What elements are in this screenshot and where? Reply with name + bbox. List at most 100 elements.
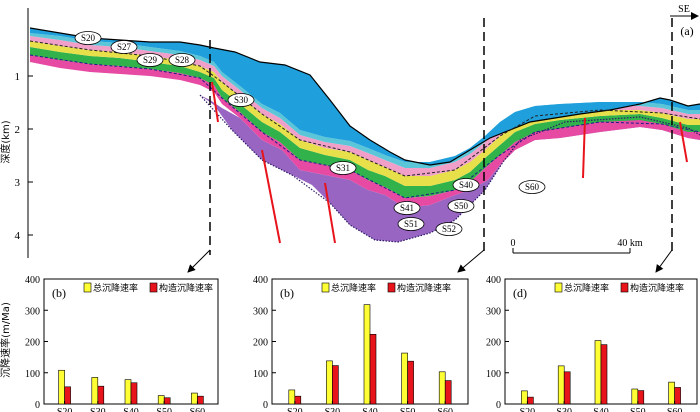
scale-bar-start: 0 xyxy=(511,238,516,249)
panel-label: (d) xyxy=(513,286,527,300)
x-tick-label: S50 xyxy=(630,407,646,412)
svg-text:S29: S29 xyxy=(143,55,158,65)
magenta-strata xyxy=(30,55,700,208)
legend-label-tectonic: 构造沉降速率 xyxy=(159,282,213,294)
legend-label-tectonic: 构造沉降速率 xyxy=(397,282,451,294)
x-tick-label: S50 xyxy=(156,407,172,412)
fault-5 xyxy=(679,121,688,163)
arrow-to-b xyxy=(187,249,211,273)
svg-text:S40: S40 xyxy=(459,180,474,190)
y-tick-label: 300 xyxy=(25,306,40,317)
x-tick-label: S40 xyxy=(593,407,609,412)
x-tick-label: S40 xyxy=(362,407,378,412)
depth-tick-4: 4 xyxy=(15,230,21,242)
bar-s50-total xyxy=(157,395,165,405)
depth-tick-1: 1 xyxy=(15,71,21,83)
bar-s60-total xyxy=(438,371,446,405)
svg-text:S50: S50 xyxy=(454,201,469,211)
y-tick-label: 400 xyxy=(253,275,268,286)
legend-swatch-total xyxy=(83,282,92,293)
surface-label-s60: S60 xyxy=(518,180,546,194)
fault-4 xyxy=(582,117,586,179)
y-tick-label: 0 xyxy=(496,400,501,411)
bar-s30-total xyxy=(91,377,99,405)
svg-text:S27: S27 xyxy=(117,42,132,52)
bar-s20-total xyxy=(521,390,528,405)
bar-s40-tectonic xyxy=(130,382,138,405)
bar-panel-1: 0 100 200 300 400 (b) 总沉降速率 构造沉降速率 S20 S30 S40 S50 S… xyxy=(25,275,219,412)
bar-s20-total xyxy=(58,369,65,405)
y-tick-label: 200 xyxy=(253,338,268,349)
x-tick-label: S30 xyxy=(90,407,106,412)
blue-strata xyxy=(30,28,700,165)
bar-s60-tectonic xyxy=(197,395,204,405)
surface-label-s30: S30 xyxy=(227,93,255,107)
y-tick-label: 200 xyxy=(486,338,501,349)
rate-axis-label: 沉降速率(m/Ma) xyxy=(0,302,12,378)
surface-label-s52: S52 xyxy=(435,222,463,236)
y-tick-label: 400 xyxy=(486,275,501,286)
legend-label-total: 总沉降速率 xyxy=(564,282,609,294)
depth-axis-label: 深度(km) xyxy=(0,120,12,163)
fault-3 xyxy=(324,182,336,244)
depth-tick-2: 2 xyxy=(15,124,21,136)
direction-label: SE xyxy=(678,4,690,15)
green-strata xyxy=(30,47,700,198)
legend-swatch-total xyxy=(321,282,330,293)
surface-label-s31: S31 xyxy=(329,161,357,175)
x-tick-label: S50 xyxy=(400,407,416,412)
bar-s50-total xyxy=(631,388,639,405)
horizon-dashed-1 xyxy=(29,40,700,177)
x-tick-label: S60 xyxy=(437,407,453,412)
svg-text:S28: S28 xyxy=(175,55,190,65)
legend-swatch-tectonic xyxy=(620,282,629,293)
svg-text:S60: S60 xyxy=(525,182,540,192)
y-tick-label: 300 xyxy=(253,306,268,317)
bar-s20-tectonic xyxy=(64,386,71,405)
bar-s40-total xyxy=(124,379,132,405)
svg-text:S31: S31 xyxy=(336,163,350,173)
svg-text:S30: S30 xyxy=(234,95,249,105)
depth-tick-3: 3 xyxy=(15,177,21,189)
bar-s20-tectonic xyxy=(527,396,534,405)
scale-bar: 0 40 km xyxy=(511,238,643,254)
x-tick-label: S40 xyxy=(123,407,139,412)
fault-2 xyxy=(261,149,281,244)
surface-label-s29: S29 xyxy=(136,53,164,67)
legend-label-total: 总沉降速率 xyxy=(331,282,376,294)
bar-s60-total xyxy=(668,381,675,405)
bar-s30-total xyxy=(557,365,565,405)
depth-ticks: 1 2 3 4 xyxy=(15,71,33,242)
section-panel-label: (a) xyxy=(680,24,693,38)
x-tick-label: S30 xyxy=(556,407,572,412)
horizon-dotted-base xyxy=(199,94,700,243)
panel-label: (b) xyxy=(52,286,66,300)
legend-label-tectonic: 构造沉降速率 xyxy=(630,282,684,294)
x-tick-label: S20 xyxy=(57,407,73,412)
legend-swatch-total xyxy=(554,282,563,293)
bar-s40-total xyxy=(363,304,371,405)
bar-s60-tectonic xyxy=(674,387,681,405)
bar-s30-tectonic xyxy=(332,365,339,405)
bar-s20-total xyxy=(288,389,296,405)
x-tick-label: S60 xyxy=(667,407,683,412)
bar-s20-tectonic xyxy=(294,395,302,405)
surface-label-s41: S41 xyxy=(393,201,421,215)
y-tick-label: 100 xyxy=(253,369,268,380)
surface-label-s51: S51 xyxy=(397,217,425,231)
y-tick-label: 100 xyxy=(486,369,501,380)
bar-s30-total xyxy=(326,360,333,405)
bar-s30-tectonic xyxy=(97,385,105,405)
fault-1 xyxy=(211,81,219,123)
pink-strata xyxy=(30,36,700,176)
arrow-to-c xyxy=(457,249,485,273)
y-tick-label: 300 xyxy=(486,306,501,317)
surface-label-s20: S20 xyxy=(74,31,102,45)
bar-s50-total xyxy=(401,352,408,405)
arrow-to-d xyxy=(655,249,673,273)
legend-label-total: 总沉降速率 xyxy=(93,282,138,294)
svg-text:S41: S41 xyxy=(400,203,414,213)
surface-label-s27: S27 xyxy=(110,40,138,54)
bar-panel-2: 0 100 200 300 400 (b) 总沉降速率 构造沉降速率 S20 S30 S40 S50 S… xyxy=(253,275,469,412)
